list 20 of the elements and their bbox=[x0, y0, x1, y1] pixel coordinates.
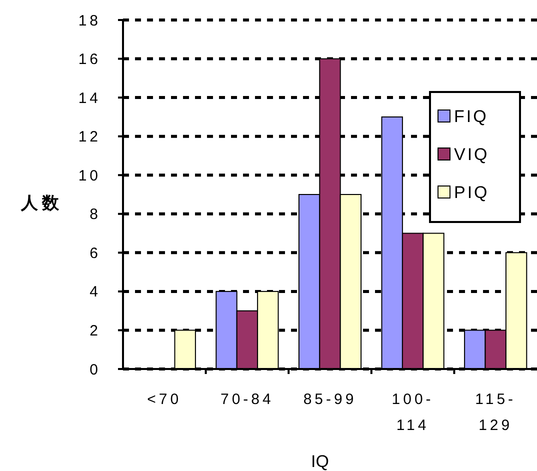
y-axis-title: 人数 bbox=[20, 194, 63, 212]
x-axis-title: IQ bbox=[311, 452, 329, 471]
y-tick-label: 18 bbox=[78, 12, 101, 30]
legend-label: VIQ bbox=[454, 144, 490, 164]
y-tick-label: 0 bbox=[90, 361, 101, 378]
y-tick-label: 12 bbox=[78, 128, 101, 146]
y-tick-label: 14 bbox=[78, 90, 101, 107]
y-tick-label: 2 bbox=[90, 322, 101, 340]
y-tick-label: 8 bbox=[90, 206, 101, 224]
legend-label: PIQ bbox=[454, 182, 490, 202]
y-tick-label: 16 bbox=[78, 51, 101, 68]
y-tick-label: 6 bbox=[90, 244, 101, 262]
x-tick-label: 115-129 bbox=[475, 391, 516, 434]
x-tick-label: 85-99 bbox=[303, 391, 357, 408]
x-tick-label: <70 bbox=[147, 391, 182, 408]
y-tick-label: 4 bbox=[90, 284, 101, 301]
y-tick-label: 10 bbox=[78, 167, 101, 184]
legend-label: FIQ bbox=[454, 106, 488, 126]
x-tick-label: 70-84 bbox=[220, 391, 274, 408]
x-tick-label: 100-114 bbox=[392, 391, 434, 434]
